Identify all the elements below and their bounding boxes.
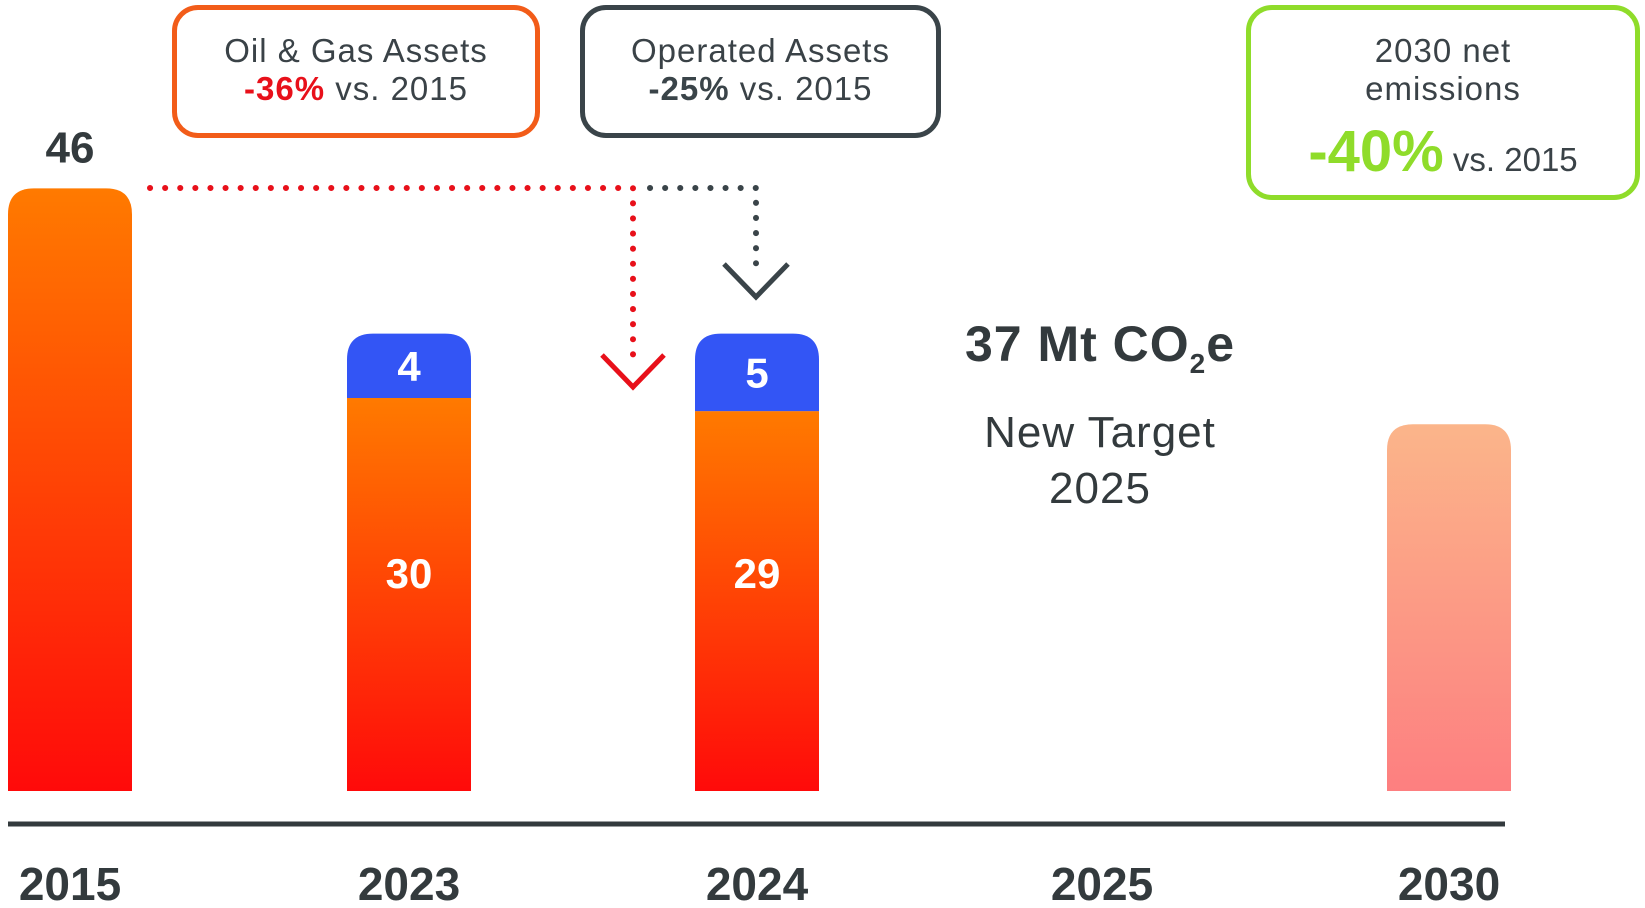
operated-connector-line xyxy=(647,185,759,275)
oil-gas-suffix: vs. 2015 xyxy=(325,70,468,107)
bar-target-2030 xyxy=(1387,424,1511,791)
bar-stack-2023 xyxy=(347,333,471,398)
net-emissions-callout: 2030 net emissions -40% vs. 2015 xyxy=(1246,5,1640,200)
target-label-line2: 2025 xyxy=(1049,464,1151,513)
oil-gas-arrow-icon xyxy=(600,353,666,391)
bar-main-2023 xyxy=(347,398,471,791)
label-main-2024: 29 xyxy=(734,550,781,597)
target-value: 37 Mt CO2e xyxy=(964,316,1236,379)
operated-arrow-icon xyxy=(722,262,790,301)
label-main-2023: 30 xyxy=(386,550,433,597)
x-tick-2023: 2023 xyxy=(358,858,460,908)
operated-suffix: vs. 2015 xyxy=(729,70,873,107)
operated-pct: -25% xyxy=(648,70,730,107)
label-stack-2024: 5 xyxy=(745,349,768,396)
operated-callout: Operated Assets -25% vs. 2015 xyxy=(580,5,941,138)
x-tick-2024: 2024 xyxy=(706,858,809,908)
net-line1: 2030 net xyxy=(1374,32,1512,69)
net-suffix: vs. 2015 xyxy=(1443,141,1578,178)
oil-gas-pct: -36% xyxy=(244,70,326,107)
x-tick-2025: 2025 xyxy=(1051,858,1153,908)
label-main-2015: 46 xyxy=(46,123,95,172)
net-pct: -40% xyxy=(1308,119,1444,184)
target-label-line1: New Target xyxy=(984,408,1216,457)
oil-gas-callout: Oil & Gas Assets -36% vs. 2015 xyxy=(172,5,540,138)
operated-title: Operated Assets xyxy=(631,32,890,69)
bar-main-2015 xyxy=(8,188,132,791)
net-line2: emissions xyxy=(1365,70,1521,107)
oil-gas-connector-line xyxy=(147,185,636,365)
target-label: New Target 2025 xyxy=(940,405,1260,517)
label-stack-2023: 4 xyxy=(397,343,421,390)
bar-stack-2024 xyxy=(695,333,819,412)
bar-main-2024 xyxy=(695,411,819,791)
x-tick-2015: 2015 xyxy=(19,858,121,908)
x-tick-2030: 2030 xyxy=(1398,858,1500,908)
oil-gas-title: Oil & Gas Assets xyxy=(224,32,488,69)
